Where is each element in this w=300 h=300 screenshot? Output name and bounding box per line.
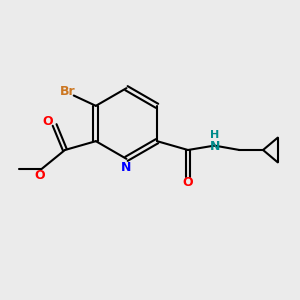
Text: N: N (210, 140, 220, 153)
Text: Br: Br (59, 85, 75, 98)
Text: N: N (121, 160, 132, 174)
Text: O: O (183, 176, 193, 190)
Text: H: H (210, 130, 219, 140)
Text: O: O (43, 115, 53, 128)
Text: O: O (34, 169, 45, 182)
